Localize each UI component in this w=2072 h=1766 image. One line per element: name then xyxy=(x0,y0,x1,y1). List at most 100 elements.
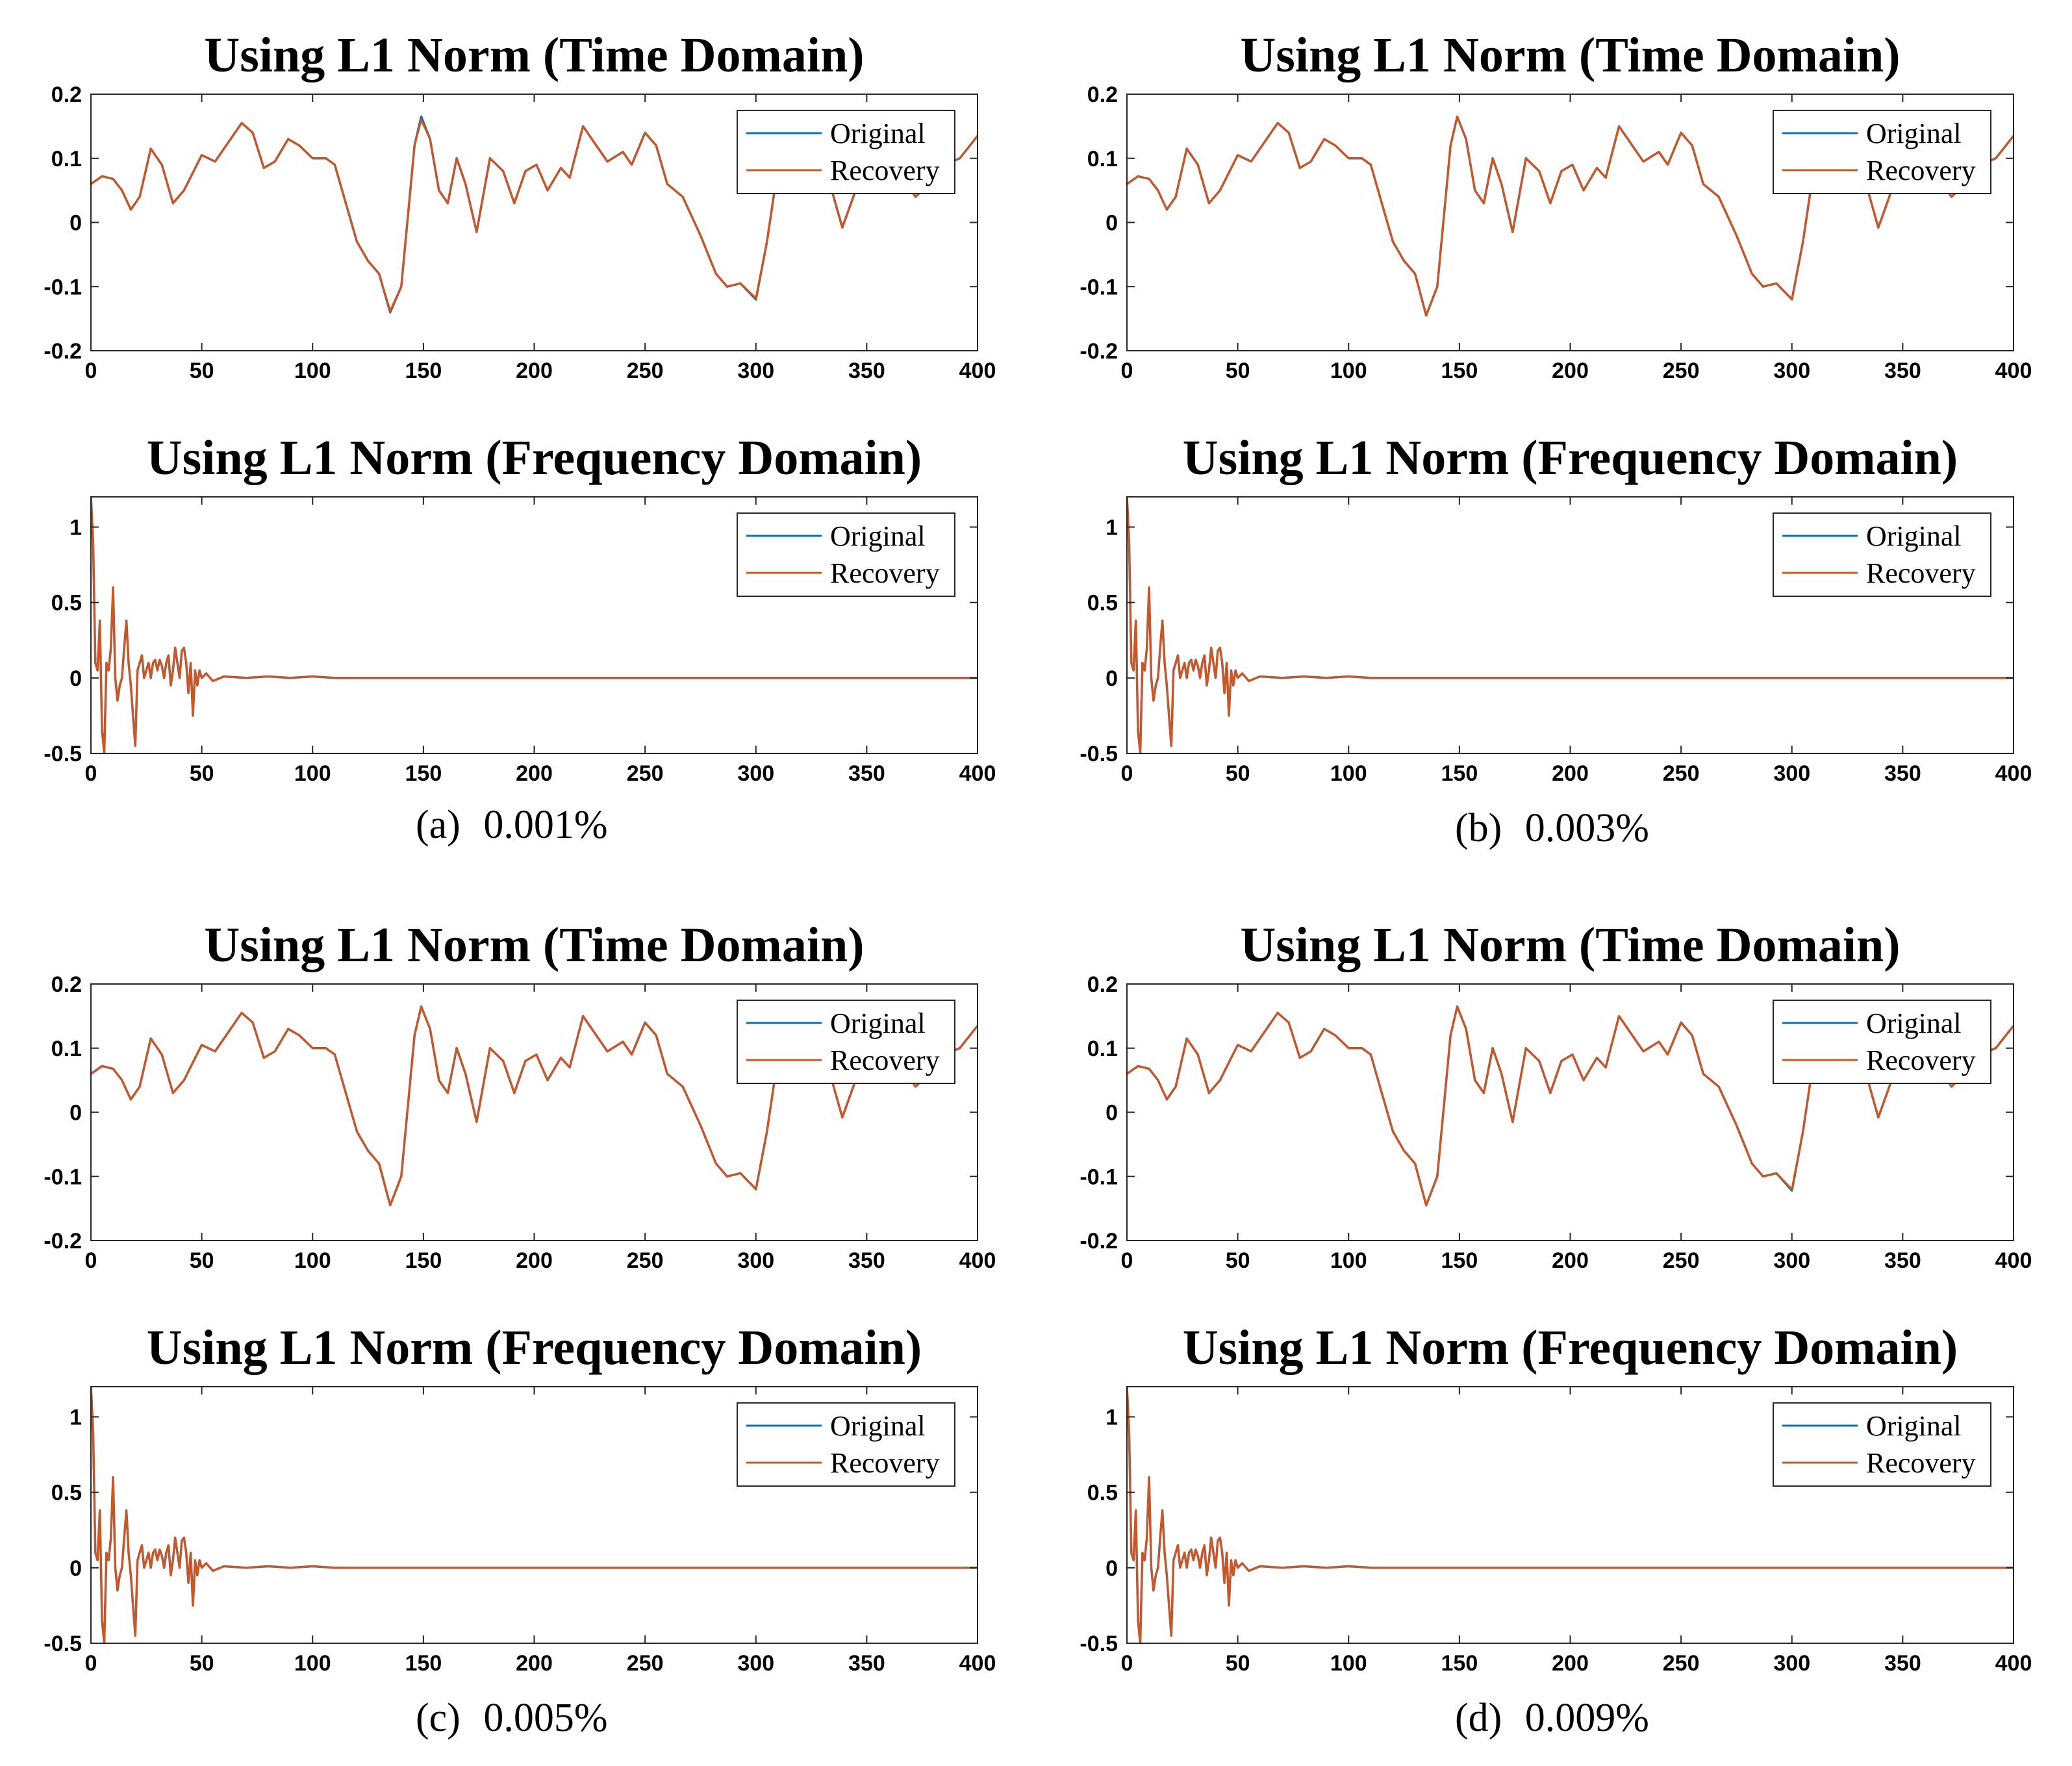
x-tick-label: 350 xyxy=(848,1248,885,1273)
chart-title: Using L1 Norm (Frequency Domain) xyxy=(147,1320,922,1375)
x-tick-label: 350 xyxy=(848,1651,885,1676)
x-tick-label: 300 xyxy=(737,1248,774,1273)
y-tick-label: 0.2 xyxy=(51,972,82,997)
chart-a-frequency: Using L1 Norm (Frequency Domain) 0 50 100 15… xyxy=(44,431,996,786)
x-tick-label: 250 xyxy=(627,1248,664,1273)
y-tick-label: -0.1 xyxy=(1080,275,1118,299)
caption-b-label: (b) xyxy=(1455,806,1502,850)
y-tick-label: -0.2 xyxy=(1080,339,1118,364)
x-tick-label: 400 xyxy=(959,761,996,786)
chart-d-time: Using L1 Norm (Time Domain) 0 50 100 150 200 2… xyxy=(1080,918,2032,1273)
x-tick-label: 150 xyxy=(1441,1248,1478,1273)
x-tick-label: 0 xyxy=(1121,359,1133,383)
y-tick-label: 0 xyxy=(69,666,82,691)
legend-label-recovery: Recovery xyxy=(1866,557,1976,589)
x-tick-label: 50 xyxy=(190,1651,214,1676)
y-tick-label: -0.2 xyxy=(44,1229,82,1254)
legend: Original Recovery xyxy=(1773,110,1991,194)
x-tick-label: 200 xyxy=(1552,761,1589,786)
caption-d: (d) 0.009% xyxy=(1455,1695,1649,1741)
legend: Original Recovery xyxy=(737,1000,955,1084)
legend: Original Recovery xyxy=(737,512,955,597)
y-tick-label: -0.5 xyxy=(44,1632,82,1656)
chart-title: Using L1 Norm (Time Domain) xyxy=(204,28,864,82)
y-tick-label: -0.2 xyxy=(44,339,82,364)
x-tick-label: 250 xyxy=(627,359,664,383)
caption-a-label: (a) xyxy=(416,803,461,847)
x-tick-label: 300 xyxy=(737,761,774,786)
series-line-recovery xyxy=(1127,497,2014,753)
chart-d-frequency: Using L1 Norm (Frequency Domain) 0 50 100 15… xyxy=(1080,1320,2032,1676)
legend-box xyxy=(737,1000,955,1084)
legend-label-original: Original xyxy=(830,118,926,149)
y-tick-label: 1 xyxy=(1105,1405,1118,1430)
caption-c: (c) 0.005% xyxy=(416,1695,607,1741)
chart-title: Using L1 Norm (Frequency Domain) xyxy=(1183,1320,1958,1375)
x-tick-label: 50 xyxy=(1226,359,1250,383)
x-tick-label: 300 xyxy=(1773,1651,1810,1676)
legend: Original Recovery xyxy=(1773,512,1991,597)
legend-label-original: Original xyxy=(830,1410,926,1442)
y-tick-label: 0.5 xyxy=(1087,591,1118,616)
x-tick-label: 100 xyxy=(1330,761,1367,786)
y-tick-label: -0.1 xyxy=(1080,1165,1118,1189)
x-tick-label: 250 xyxy=(1663,359,1700,383)
legend: Original Recovery xyxy=(1773,1000,1991,1084)
chart-title: Using L1 Norm (Frequency Domain) xyxy=(1183,431,1958,485)
x-tick-label: 200 xyxy=(516,1248,553,1273)
chart-b-frequency: Using L1 Norm (Frequency Domain) 0 50 100 15… xyxy=(1080,431,2032,786)
x-tick-label: 100 xyxy=(294,1248,331,1273)
chart-title: Using L1 Norm (Time Domain) xyxy=(1240,28,1900,82)
x-tick-label: 200 xyxy=(1552,359,1589,383)
x-tick-label: 150 xyxy=(405,359,442,383)
y-tick-label: 0.5 xyxy=(51,1481,82,1506)
x-tick-label: 50 xyxy=(1226,1651,1250,1676)
x-tick-label: 350 xyxy=(848,359,885,383)
x-tick-label: 200 xyxy=(516,761,553,786)
series-line-recovery xyxy=(1127,1387,2014,1643)
legend-label-recovery: Recovery xyxy=(1866,1044,1976,1076)
chart-c-frequency: Using L1 Norm (Frequency Domain) 0 50 100 15… xyxy=(44,1320,996,1676)
legend: Original Recovery xyxy=(737,110,955,194)
x-tick-label: 100 xyxy=(1330,1248,1367,1273)
x-tick-label: 400 xyxy=(959,359,996,383)
chart-c-time: Using L1 Norm (Time Domain) 0 50 100 150 200 2… xyxy=(44,918,996,1273)
caption-c-label: (c) xyxy=(416,1696,461,1740)
legend-box xyxy=(1773,110,1991,194)
x-tick-label: 200 xyxy=(1552,1248,1589,1273)
chart-title: Using L1 Norm (Time Domain) xyxy=(1240,918,1900,972)
y-tick-label: 0.2 xyxy=(1087,82,1118,107)
legend-label-original: Original xyxy=(1866,1410,1962,1442)
legend-box xyxy=(1773,1402,1991,1487)
y-tick-label: 1 xyxy=(1105,515,1118,540)
legend-label-original: Original xyxy=(1866,520,1962,552)
x-tick-label: 100 xyxy=(294,359,331,383)
x-tick-label: 150 xyxy=(405,1651,442,1676)
x-tick-label: 150 xyxy=(405,761,442,786)
y-tick-label: 0.2 xyxy=(1087,972,1118,997)
y-tick-label: -0.5 xyxy=(1080,1632,1118,1656)
legend-label-original: Original xyxy=(830,520,926,552)
series-line-recovery xyxy=(91,497,978,753)
x-tick-label: 150 xyxy=(1441,1651,1478,1676)
x-tick-label: 50 xyxy=(1226,761,1250,786)
caption-b: (b) 0.003% xyxy=(1455,805,1649,851)
x-tick-label: 300 xyxy=(1773,761,1810,786)
x-tick-label: 250 xyxy=(1663,1248,1700,1273)
legend-box xyxy=(737,512,955,597)
y-tick-label: 1 xyxy=(69,1405,82,1430)
x-tick-label: 0 xyxy=(1121,1248,1133,1273)
x-tick-label: 100 xyxy=(1330,1651,1367,1676)
x-tick-label: 350 xyxy=(1884,1248,1921,1273)
x-tick-label: 300 xyxy=(1773,1248,1810,1273)
series-line-recovery xyxy=(91,1387,978,1643)
y-tick-label: 0.2 xyxy=(51,82,82,107)
legend-label-recovery: Recovery xyxy=(830,155,940,186)
x-tick-label: 0 xyxy=(1121,1651,1133,1676)
x-tick-label: 400 xyxy=(959,1651,996,1676)
legend-label-recovery: Recovery xyxy=(1866,1447,1976,1479)
x-tick-label: 100 xyxy=(294,761,331,786)
legend-label-original: Original xyxy=(830,1007,926,1039)
x-tick-label: 350 xyxy=(1884,1651,1921,1676)
y-tick-label: 0.1 xyxy=(1087,1037,1118,1061)
